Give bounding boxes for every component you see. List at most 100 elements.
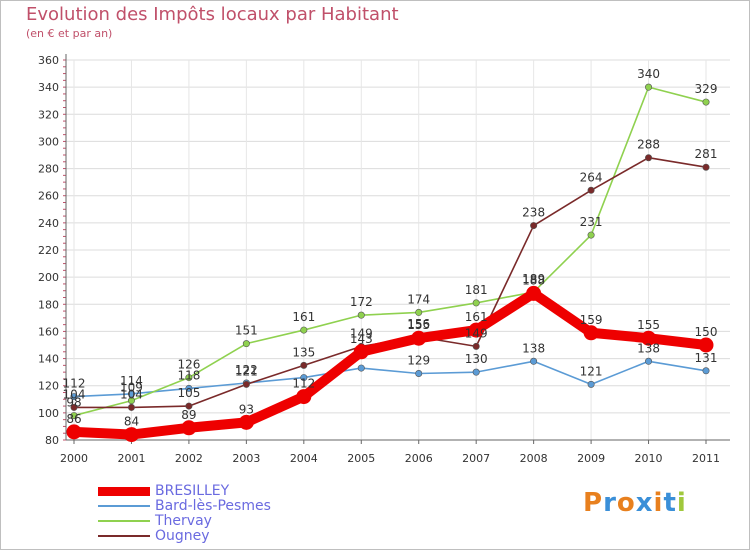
y-tick-label: 220 — [38, 244, 59, 257]
data-label: 174 — [407, 292, 430, 306]
data-label: 340 — [637, 67, 660, 81]
data-label: 281 — [695, 147, 718, 161]
data-point — [587, 231, 595, 239]
x-tick-label: 2005 — [347, 452, 375, 465]
x-tick-label: 2003 — [232, 452, 260, 465]
data-point — [357, 364, 365, 372]
data-point — [185, 374, 193, 382]
series-line-3 — [73, 156, 707, 409]
data-label: 121 — [580, 364, 603, 378]
data-point — [415, 369, 423, 377]
x-tick-label: 2004 — [290, 452, 318, 465]
data-label: 151 — [235, 324, 258, 338]
data-label: 109 — [120, 381, 143, 395]
data-point — [296, 389, 312, 405]
x-tick-label: 2009 — [577, 452, 605, 465]
x-tick-label: 2000 — [60, 452, 88, 465]
data-label: 181 — [465, 283, 488, 297]
data-label: 143 — [350, 332, 373, 346]
data-point — [411, 330, 427, 346]
data-point — [472, 368, 480, 376]
brand-letter: t — [663, 488, 677, 518]
data-label: 161 — [292, 310, 315, 324]
data-point — [526, 285, 542, 301]
data-point — [238, 414, 254, 430]
data-label: 89 — [181, 408, 196, 422]
data-label: 114 — [120, 374, 143, 388]
y-tick-label: 80 — [45, 434, 59, 447]
data-point — [472, 342, 480, 350]
brand-letter: r — [603, 488, 617, 518]
x-tick-label: 2011 — [692, 452, 720, 465]
legend-item: Thervay — [98, 513, 338, 529]
data-label: 112 — [63, 377, 86, 391]
data-point — [300, 326, 308, 334]
legend-label: Ougney — [155, 528, 210, 544]
y-tick-label: 140 — [38, 353, 59, 366]
data-label: 159 — [580, 313, 603, 327]
data-point — [123, 427, 139, 443]
data-point — [645, 154, 653, 162]
data-point — [353, 344, 369, 360]
data-label: 93 — [239, 402, 254, 416]
data-label: 112 — [292, 377, 315, 391]
brand-logo: Proxiti — [583, 488, 687, 518]
legend: BRESILLEY Bard-lès-Pesmes Thervay Ougney — [98, 483, 338, 544]
data-label: 161 — [465, 310, 488, 324]
x-tick-label: 2010 — [635, 452, 663, 465]
data-point — [300, 374, 308, 382]
data-point — [70, 393, 78, 401]
x-tick-label: 2008 — [520, 452, 548, 465]
legend-swatch — [98, 520, 150, 522]
data-labels: 86 84 89 93 112 143 155 161 188 159 155 150 112 114 11… — [63, 67, 718, 428]
x-tick-label: 2001 — [117, 452, 145, 465]
data-label: 150 — [695, 325, 718, 339]
data-label: 329 — [695, 82, 718, 96]
data-point — [70, 412, 78, 420]
data-label: 156 — [407, 317, 430, 331]
legend-swatch — [98, 535, 150, 537]
data-point — [698, 337, 714, 353]
data-point — [468, 322, 484, 338]
data-point — [300, 361, 308, 369]
data-point — [530, 222, 538, 230]
data-point — [185, 402, 193, 410]
axes: 80 100 120 140 160 180 200 220 240 260 280 300 320 34… — [38, 54, 730, 465]
data-label: 264 — [580, 170, 603, 184]
series-lines — [66, 83, 714, 443]
legend-item: Bard-lès-Pesmes — [98, 498, 338, 514]
data-point — [357, 311, 365, 319]
brand-letter: P — [583, 488, 604, 518]
data-point — [242, 340, 250, 348]
data-label: 188 — [522, 273, 545, 287]
data-point — [587, 380, 595, 388]
data-point — [530, 357, 538, 365]
data-label: 138 — [637, 341, 660, 355]
y-tick-label: 120 — [38, 380, 59, 393]
data-point — [472, 299, 480, 307]
data-point — [587, 186, 595, 194]
chart-subtitle: (en € et par an) — [26, 27, 113, 40]
data-point — [702, 98, 710, 106]
chart-title: Evolution des Impôts locaux par Habitant — [26, 4, 399, 25]
x-tick-label: 2006 — [405, 452, 433, 465]
y-tick-label: 320 — [38, 108, 59, 121]
legend-label: Thervay — [155, 513, 212, 529]
data-label: 155 — [407, 318, 430, 332]
y-tick-label: 100 — [38, 407, 59, 420]
data-point — [70, 403, 78, 411]
data-label: 121 — [235, 364, 258, 378]
data-label: 126 — [177, 358, 200, 372]
legend-label: Bard-lès-Pesmes — [155, 498, 271, 514]
data-label: 104 — [63, 387, 86, 401]
legend-label: BRESILLEY — [155, 483, 230, 499]
brand-letter: x — [635, 488, 654, 518]
data-point — [702, 163, 710, 171]
y-tick-label: 300 — [38, 135, 59, 148]
y-tick-label: 240 — [38, 217, 59, 230]
data-label: 231 — [580, 215, 603, 229]
data-label: 122 — [235, 363, 258, 377]
data-point — [185, 384, 193, 392]
data-label: 149 — [350, 326, 373, 340]
